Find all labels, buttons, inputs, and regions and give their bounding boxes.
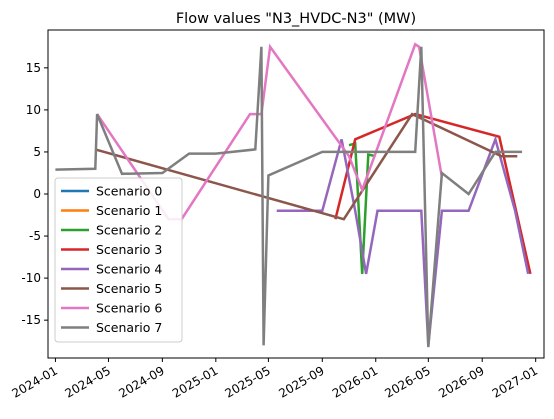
legend-label: Scenario 2	[96, 223, 162, 238]
y-tick-label: 15	[26, 61, 41, 75]
legend-label: Scenario 0	[96, 184, 162, 199]
y-tick-label: -10	[21, 271, 41, 285]
y-tick-label: -15	[21, 313, 41, 327]
x-tick-label: 2025-01	[170, 363, 220, 400]
series-line-scenario-4	[276, 135, 530, 346]
legend-box	[54, 177, 183, 343]
x-tick-label: 2024-09	[116, 363, 166, 400]
x-axis: 2024-01 2024-05 2024-09 2025-01 2025-05 2025-…	[10, 358, 540, 401]
legend-label: Scenario 5	[96, 281, 162, 296]
legend-label: Scenario 1	[96, 203, 162, 218]
legend-label: Scenario 3	[96, 242, 162, 257]
legend: Scenario 0 Scenario 1 Scenario 2 Scenario 3…	[54, 177, 183, 343]
x-tick-label: 2026-01	[330, 363, 380, 400]
x-tick-label: 2026-05	[382, 363, 432, 400]
x-tick-label: 2024-01	[10, 363, 60, 400]
series-line-scenario-3	[334, 112, 532, 275]
x-tick-label: 2027-01	[490, 363, 540, 400]
x-tick-label: 2025-09	[276, 363, 326, 400]
y-axis: -15 -10 -5 0 5 10 15	[21, 61, 48, 327]
y-tick-label: -5	[29, 229, 41, 243]
legend-label: Scenario 4	[96, 262, 162, 277]
x-tick-label: 2024-05	[63, 363, 113, 400]
x-tick-label: 2026-09	[436, 363, 486, 400]
y-tick-label: 0	[33, 187, 41, 201]
y-tick-label: 5	[33, 145, 41, 159]
chart-title: Flow values "N3_HVDC-N3" (MW)	[176, 11, 416, 27]
legend-label: Scenario 6	[96, 301, 162, 316]
series-line-scenario-7	[55, 46, 523, 348]
legend-label: Scenario 7	[96, 320, 162, 335]
x-tick-label: 2025-05	[222, 363, 272, 400]
y-tick-label: 10	[26, 103, 41, 117]
series-line-scenario-5	[94, 112, 518, 221]
